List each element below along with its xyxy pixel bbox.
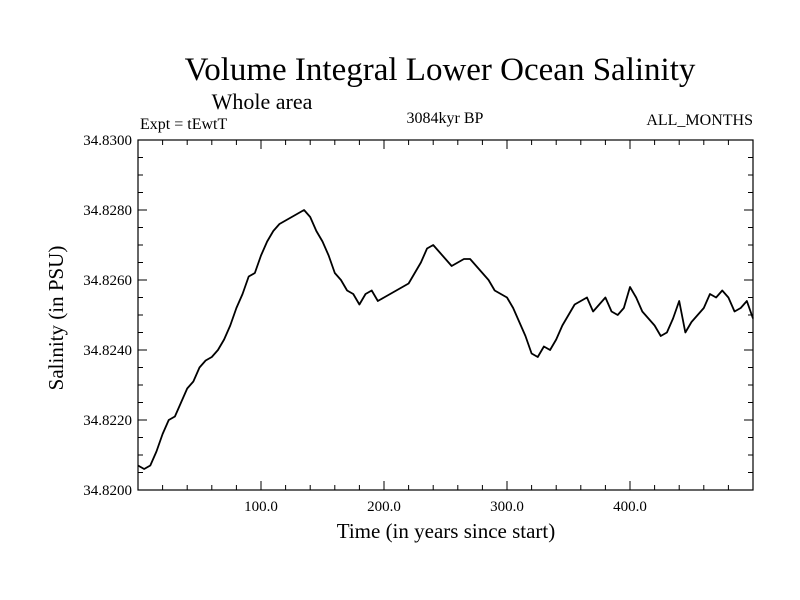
x-tick-label: 100.0 [244, 499, 278, 515]
plot-frame [137, 139, 754, 491]
y-tick-label: 34.8200 [83, 483, 132, 499]
y-tick-label: 34.8260 [83, 273, 132, 289]
x-axis-label: Time (in years since start) [337, 519, 556, 543]
y-tick-label: 34.8220 [83, 413, 132, 429]
axis-tick-labels: 100.0 200.0 300.0 400.0 34.8200 34.8220 34.824… [83, 133, 647, 515]
chart-subtitle: Whole area [212, 89, 313, 114]
x-tick-label: 400.0 [613, 499, 647, 515]
x-tick-label: 300.0 [490, 499, 524, 515]
experiment-label: Expt = tEwtT [140, 116, 227, 133]
months-label: ALL_MONTHS [646, 112, 753, 129]
salinity-series-line [137, 209, 754, 470]
y-tick-label: 34.8240 [83, 343, 132, 359]
x-tick-label: 200.0 [367, 499, 401, 515]
axis-ticks [138, 140, 753, 490]
period-label: 3084kyr BP [407, 110, 484, 127]
chart-title: Volume Integral Lower Ocean Salinity [185, 52, 696, 88]
y-axis-label: Salinity (in PSU) [44, 246, 68, 391]
y-tick-label: 34.8300 [83, 133, 132, 149]
y-tick-label: 34.8280 [83, 203, 132, 219]
